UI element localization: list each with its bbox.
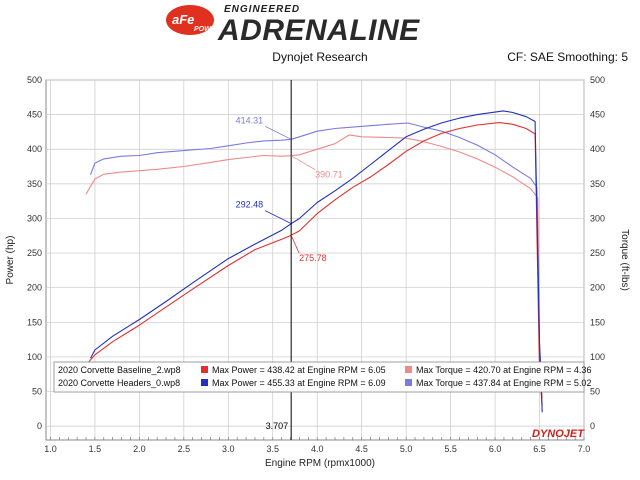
y-tick-label-right: 500 bbox=[590, 75, 605, 85]
y-tick-label-right: 350 bbox=[590, 179, 605, 189]
y-tick-label-left: 250 bbox=[27, 248, 42, 258]
legend-swatch-power bbox=[201, 366, 208, 373]
y-tick-label-right: 100 bbox=[590, 352, 605, 362]
axis-ticks: 1.0 1.5 2.0 2.5 3.0 3.5 4.0 4.5 5.0 5.5 6.0 6.5 7.0 0… bbox=[27, 75, 605, 454]
x-tick-label: 1.5 bbox=[89, 444, 102, 454]
legend: 2020 Corvette Baseline_2.wp8 Max Power = … bbox=[53, 361, 591, 393]
series-layer bbox=[85, 110, 543, 413]
y-tick-label-right: 150 bbox=[590, 317, 605, 327]
legend-file: 2020 Corvette Baseline_2.wp8 bbox=[58, 365, 181, 375]
y-tick-label-left: 50 bbox=[32, 387, 42, 397]
x-tick-label: 6.5 bbox=[533, 444, 546, 454]
annotation-leader bbox=[264, 210, 292, 225]
annotations: 414.31 390.71 292.48 275.78 bbox=[236, 115, 343, 263]
y-tick-label-right: 250 bbox=[590, 248, 605, 258]
logo-main: aFe bbox=[172, 12, 194, 27]
series-line-baseline-power bbox=[85, 122, 543, 406]
series-line-headers-power bbox=[90, 110, 543, 413]
logo-sub: POWER bbox=[194, 26, 220, 33]
legend-box bbox=[53, 361, 585, 393]
y-tick-label-right: 450 bbox=[590, 110, 605, 120]
left-info: Dynojet Research bbox=[272, 50, 367, 64]
annotation-leader bbox=[290, 155, 316, 171]
y-tick-label-right: 300 bbox=[590, 213, 605, 223]
y-axis-label-right: Torque (ft-lbs) bbox=[619, 229, 630, 291]
x-tick-label: 2.0 bbox=[133, 444, 146, 454]
series-line-headers-torque bbox=[89, 122, 543, 392]
x-tick-label: 4.5 bbox=[355, 444, 368, 454]
legend-swatch-torque bbox=[405, 366, 412, 373]
annotation-label-headers-power: 292.48 bbox=[236, 200, 264, 210]
x-tick-label: 1.0 bbox=[44, 444, 57, 454]
series-line-baseline-torque bbox=[85, 134, 543, 399]
legend-max-power: Max Power = 455.33 at Engine RPM = 6.09 bbox=[212, 378, 386, 388]
brand-top: ENGINEERED bbox=[224, 4, 300, 15]
y-tick-label-left: 100 bbox=[27, 352, 42, 362]
y-tick-label-right: 200 bbox=[590, 283, 605, 293]
x-tick-label: 3.5 bbox=[267, 444, 280, 454]
right-info: CF: SAE Smoothing: 5 bbox=[507, 50, 628, 64]
y-tick-label-right: 0 bbox=[590, 421, 595, 431]
annotation-label-headers-torque: 414.31 bbox=[236, 115, 264, 125]
y-tick-label-left: 500 bbox=[27, 75, 42, 85]
annotation-leader bbox=[264, 125, 292, 140]
brand-main: ADRENALINE bbox=[217, 14, 420, 47]
x-tick-label: 4.0 bbox=[311, 444, 324, 454]
x-tick-label: 3.0 bbox=[222, 444, 235, 454]
x-tick-label: 7.0 bbox=[578, 444, 591, 454]
annotation-label-baseline-power: 275.78 bbox=[299, 253, 327, 263]
legend-file: 2020 Corvette Headers_0.wp8 bbox=[58, 378, 180, 388]
legend-max-torque: Max Torque = 437.84 at Engine RPM = 5.02 bbox=[416, 378, 591, 388]
y-tick-label-left: 200 bbox=[27, 283, 42, 293]
x-tick-label: 5.5 bbox=[444, 444, 457, 454]
y-tick-label-left: 350 bbox=[27, 179, 42, 189]
header: aFe POWER ENGINEERED ADRENALINE Dynojet … bbox=[166, 4, 628, 64]
dynojet-logo: DYNOJET bbox=[532, 428, 585, 440]
cursor-label: 3.707 bbox=[266, 421, 289, 431]
y-tick-label-left: 400 bbox=[27, 144, 42, 154]
x-axis-label: Engine RPM (rpmx1000) bbox=[265, 458, 375, 469]
y-tick-label-left: 0 bbox=[37, 421, 42, 431]
afe-logo-badge bbox=[166, 5, 214, 35]
legend-swatch-torque bbox=[405, 379, 412, 386]
x-tick-label: 6.0 bbox=[489, 444, 502, 454]
annotation-label-baseline-torque: 390.71 bbox=[315, 170, 343, 180]
x-tick-label: 5.0 bbox=[400, 444, 413, 454]
y-tick-label-right: 50 bbox=[590, 387, 600, 397]
y-tick-label-left: 300 bbox=[27, 213, 42, 223]
x-tick-label: 2.5 bbox=[178, 444, 191, 454]
annotation-leader bbox=[290, 235, 300, 254]
y-tick-label-left: 150 bbox=[27, 317, 42, 327]
legend-max-power: Max Power = 438.42 at Engine RPM = 6.05 bbox=[212, 365, 386, 375]
y-axis-label-left: Power (hp) bbox=[5, 236, 16, 285]
legend-max-torque: Max Torque = 420.70 at Engine RPM = 4.36 bbox=[416, 365, 591, 375]
legend-swatch-power bbox=[201, 379, 208, 386]
y-tick-label-right: 400 bbox=[590, 144, 605, 154]
y-tick-label-left: 450 bbox=[27, 110, 42, 120]
